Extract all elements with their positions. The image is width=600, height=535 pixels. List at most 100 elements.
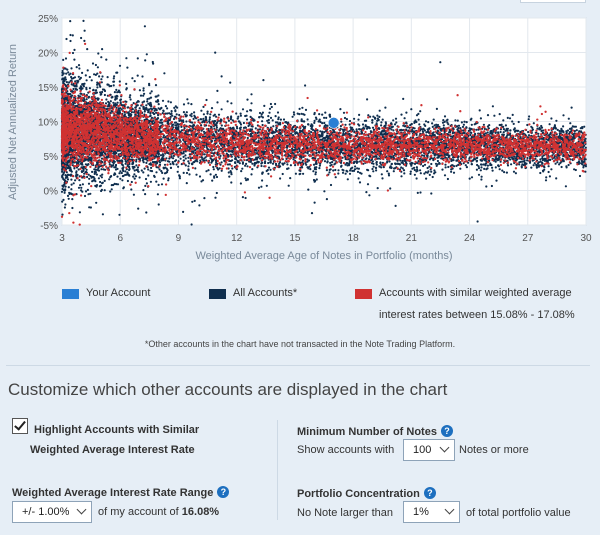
all-accounts-point [400, 175, 403, 178]
all-accounts-point [74, 179, 77, 182]
all-accounts-point [452, 159, 455, 162]
all-accounts-point [185, 182, 188, 185]
all-accounts-point [78, 67, 81, 70]
all-accounts-point [116, 183, 120, 186]
all-accounts-point [129, 98, 132, 101]
all-accounts-point [166, 160, 170, 163]
all-accounts-point [419, 191, 422, 194]
all-accounts-point [121, 179, 124, 182]
all-accounts-point [450, 170, 453, 173]
all-accounts-point [113, 166, 116, 169]
all-accounts-point [300, 112, 303, 115]
all-accounts-point [185, 111, 188, 114]
all-accounts-point [88, 87, 91, 90]
all-accounts-point [124, 170, 127, 173]
all-accounts-point [405, 111, 408, 114]
all-accounts-point [485, 185, 488, 188]
all-accounts-point [486, 131, 489, 134]
all-accounts-point [132, 175, 135, 178]
all-accounts-point [125, 100, 128, 103]
all-accounts-point [114, 168, 118, 171]
all-accounts-point [147, 174, 150, 177]
all-accounts-point [85, 79, 88, 82]
all-accounts-point [456, 125, 459, 128]
all-accounts-point [193, 199, 196, 202]
all-accounts-point [78, 211, 81, 214]
all-accounts-point [83, 39, 86, 43]
all-accounts-point [94, 89, 97, 92]
all-accounts-point [237, 115, 240, 118]
all-accounts-point [265, 169, 268, 173]
all-accounts-point [135, 160, 138, 163]
all-accounts-point [72, 87, 75, 91]
all-accounts-point [88, 177, 91, 180]
all-accounts-point [119, 170, 122, 173]
all-accounts-point [212, 165, 215, 169]
all-accounts-point [403, 172, 406, 175]
all-accounts-point [176, 170, 179, 173]
all-accounts-point [182, 171, 185, 174]
all-accounts-point [270, 105, 273, 109]
all-accounts-point [182, 155, 185, 158]
all-accounts-point [145, 182, 148, 185]
all-accounts-point [356, 167, 359, 170]
all-accounts-point [257, 186, 261, 189]
all-accounts-point [367, 114, 370, 117]
all-accounts-point [205, 98, 208, 102]
all-accounts-point [491, 166, 494, 169]
all-accounts-point [125, 57, 128, 60]
all-accounts-point [480, 166, 483, 169]
all-accounts-point [415, 114, 419, 117]
all-accounts-point [442, 119, 445, 122]
all-accounts-point [457, 124, 461, 127]
all-accounts-point [182, 111, 185, 114]
all-accounts-point [390, 163, 393, 166]
all-accounts-point [184, 157, 187, 160]
all-accounts-point [343, 116, 347, 120]
all-accounts-point [493, 114, 496, 117]
all-accounts-point [331, 161, 334, 164]
all-accounts-point [328, 171, 331, 174]
scatter-chart: 25%20%15%10%5%0%-5%3 6 9 12 15 18 21 24 27 30 Wei… [7, 14, 592, 262]
all-accounts-point [150, 170, 154, 173]
all-accounts-point [71, 206, 74, 210]
all-accounts-point [265, 184, 268, 187]
all-accounts-point [149, 92, 152, 95]
all-accounts-point [490, 184, 493, 188]
all-accounts-point [220, 108, 223, 111]
all-accounts-point [267, 118, 270, 122]
all-accounts-point [103, 89, 107, 93]
all-accounts-point [239, 114, 242, 117]
all-accounts-point [145, 211, 148, 214]
all-accounts-point [344, 123, 347, 126]
all-accounts-point [99, 93, 102, 96]
all-accounts-point [380, 124, 383, 127]
all-accounts-point [246, 110, 249, 113]
all-accounts-point [129, 94, 132, 97]
all-accounts-point [77, 168, 80, 171]
all-accounts-point [276, 121, 279, 124]
all-accounts-point [355, 128, 358, 131]
all-accounts-point [103, 179, 106, 182]
all-accounts-point [90, 176, 93, 179]
all-accounts-point [419, 169, 422, 172]
all-accounts-point [162, 166, 165, 169]
all-accounts-point [260, 185, 263, 188]
all-accounts-point [87, 193, 90, 196]
all-accounts-point [150, 166, 153, 169]
all-accounts-point [378, 115, 381, 118]
all-accounts-point [573, 168, 576, 171]
all-accounts-point [312, 170, 315, 173]
all-accounts-point [115, 88, 118, 91]
all-accounts-point [164, 105, 167, 108]
all-accounts-point [301, 159, 305, 162]
all-accounts-point [93, 73, 96, 76]
all-accounts-point [476, 220, 479, 223]
all-accounts-point [166, 107, 169, 110]
all-accounts-point [103, 93, 106, 97]
all-accounts-point [191, 200, 194, 203]
all-accounts-point [528, 161, 532, 164]
all-accounts-point [457, 126, 460, 130]
all-accounts-point [220, 169, 223, 172]
all-accounts-point [67, 71, 70, 74]
